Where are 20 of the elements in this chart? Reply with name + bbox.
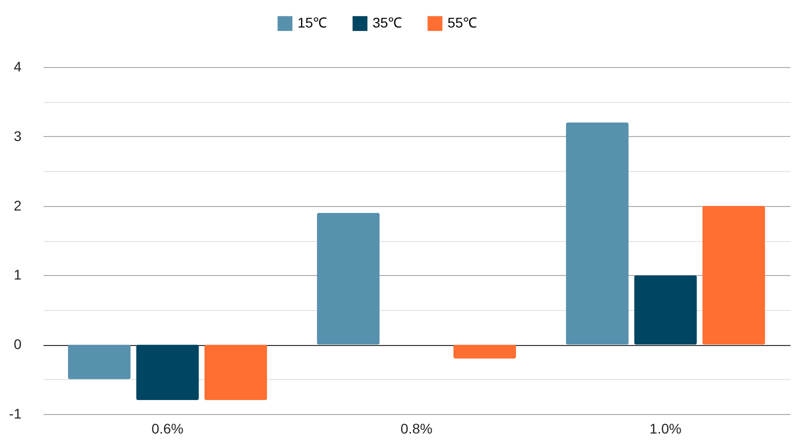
y-tick-label: 3 — [14, 128, 22, 144]
y-tick-label: 1 — [14, 266, 22, 283]
legend-label: 15℃ — [298, 14, 328, 31]
bar — [453, 344, 516, 358]
bar — [566, 122, 629, 345]
legend-label: 55℃ — [448, 14, 478, 31]
bar — [316, 212, 380, 345]
y-tick-label: 4 — [14, 58, 22, 74]
bar — [702, 206, 766, 345]
y-tick-label: 2 — [14, 197, 22, 214]
x-tick-label: 0.6% — [152, 420, 184, 436]
bar — [204, 344, 268, 400]
bar — [68, 344, 131, 380]
legend-label: 35℃ — [372, 14, 402, 31]
bar — [634, 275, 697, 345]
y-tick-label: -1 — [9, 406, 22, 422]
bar — [136, 344, 199, 400]
y-tick-label: 0 — [14, 336, 22, 352]
x-tick-label: 0.8% — [400, 420, 432, 436]
x-tick-label: 1.0% — [650, 420, 682, 436]
